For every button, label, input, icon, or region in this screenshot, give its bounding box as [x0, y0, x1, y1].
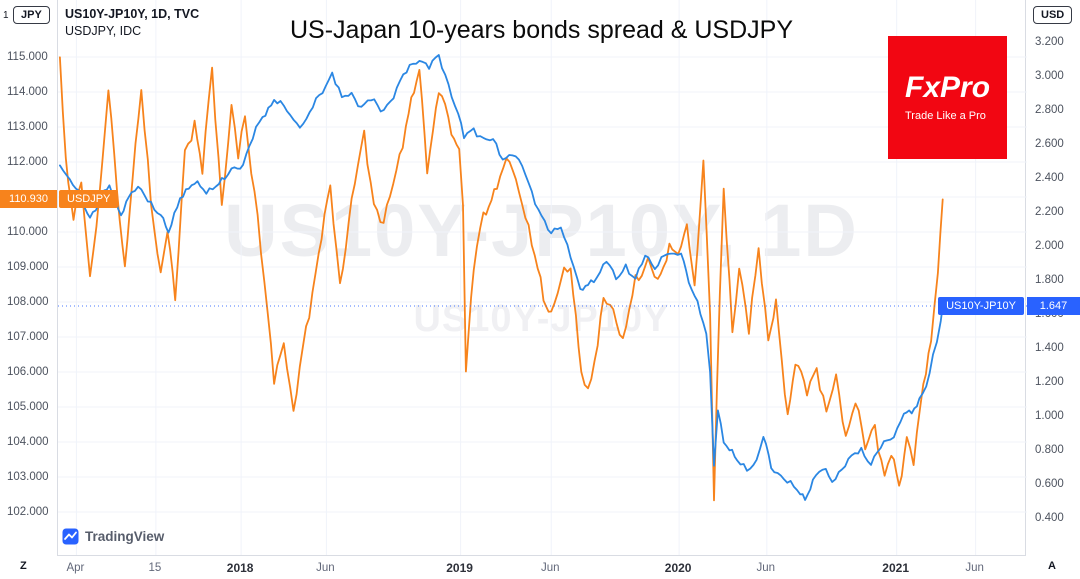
- fxpro-logo: FxPro Trade Like a Pro: [888, 36, 1007, 159]
- time-axis-tick: Jun: [316, 561, 335, 574]
- right-axis-tick: 0.800: [1035, 444, 1064, 456]
- right-axis-tick: 2.400: [1035, 172, 1064, 184]
- right-axis-tick: 1.400: [1035, 342, 1064, 354]
- price-series-canvas[interactable]: [58, 0, 1027, 555]
- plot-area[interactable]: [57, 0, 1027, 555]
- left-axis-tick: 109.000: [7, 261, 49, 273]
- chart-watermark-symbol-small: US10Y-JP10Y: [413, 298, 670, 340]
- chart-title: US-Japan 10-years bonds spread & USDJPY: [289, 16, 794, 44]
- fxpro-brand-text: FxPro: [905, 71, 991, 104]
- tradingview-attribution[interactable]: TradingView: [62, 528, 164, 545]
- right-axis-tick: 3.200: [1035, 36, 1064, 48]
- left-axis-tick: 110.000: [7, 226, 48, 238]
- time-axis-tick: Jun: [540, 561, 560, 574]
- series-line-usdjpy[interactable]: [59, 56, 944, 502]
- time-axis-tick: 2020: [664, 560, 692, 575]
- tradingview-icon: [62, 528, 79, 545]
- left-axis-tick: 113.000: [7, 121, 48, 133]
- right-price-axis[interactable]: 3.200 3.000 2.800 2.600 2.400 2.200 2.000 1.800…: [1027, 0, 1080, 555]
- series-line-us10y-jp10y[interactable]: [59, 54, 944, 501]
- time-axis-tick: 2018: [226, 560, 254, 575]
- right-axis-tick: 2.600: [1035, 138, 1064, 150]
- left-axis-tick: 107.000: [7, 331, 49, 343]
- auto-scale-button[interactable]: A: [1048, 560, 1056, 572]
- legend-overlay-symbol[interactable]: USDJPY, IDC: [65, 24, 142, 38]
- tradingview-label: TradingView: [85, 529, 165, 544]
- left-axis-tick: 114.000: [7, 86, 48, 98]
- time-axis-tick: 2021: [882, 560, 910, 575]
- left-axis-tick: 105.000: [7, 401, 49, 413]
- right-axis-currency-button[interactable]: USD: [1033, 6, 1073, 24]
- right-axis-tick: 0.400: [1035, 512, 1064, 524]
- left-axis-tick: 106.000: [7, 366, 49, 378]
- left-axis-tick: 108.000: [7, 296, 49, 308]
- left-axis-currency-button[interactable]: JPY: [13, 6, 50, 24]
- time-axis-tick: Apr: [66, 561, 85, 574]
- legend-main-symbol[interactable]: US10Y-JP10Y, 1D, TVC: [65, 7, 200, 21]
- left-price-axis[interactable]: 115.000114.000113.000112.000111.000110.0…: [0, 0, 57, 555]
- legend: US10Y-JP10Y, 1D, TVC USDJPY, IDC: [65, 7, 199, 38]
- scale-prefix: 1: [3, 10, 9, 21]
- usdjpy-series-tag: USDJPY: [59, 190, 119, 209]
- right-axis-tick: 1.200: [1035, 376, 1064, 388]
- left-axis-tick: 102.000: [7, 506, 49, 518]
- time-axis-tick: 15: [148, 561, 162, 574]
- left-axis-tick: 103.000: [7, 471, 49, 483]
- usdjpy-price-label: 110.930: [0, 190, 57, 209]
- right-axis-tick: 1.800: [1035, 274, 1064, 286]
- timezone-button[interactable]: Z: [20, 560, 27, 572]
- left-axis-tick: 104.000: [7, 436, 49, 448]
- right-axis-tick: 2.200: [1035, 206, 1064, 218]
- time-axis-tick: Jun: [965, 561, 984, 574]
- spread-series-tag: US10Y-JP10Y: [938, 297, 1024, 315]
- time-axis-tick: 2019: [446, 560, 473, 575]
- chart-watermark-symbol: US10Y-JP10Y, 1D: [224, 189, 859, 272]
- fxpro-tagline: Trade Like a Pro: [905, 110, 986, 122]
- right-axis-tick: 1.000: [1035, 410, 1064, 422]
- right-axis-tick: 0.600: [1035, 478, 1064, 490]
- right-axis-tick: 2.000: [1035, 240, 1064, 252]
- time-axis-tick: Jun: [756, 561, 776, 574]
- right-axis-tick: 2.800: [1035, 104, 1064, 116]
- spread-price-label: 1.647: [1027, 297, 1080, 315]
- time-axis[interactable]: Apr 15 2018 Jun 2019 Jun 2020 Jun 2021 Jun: [57, 555, 1026, 579]
- right-axis-tick: 3.000: [1035, 70, 1064, 82]
- left-axis-tick: 112.000: [7, 156, 48, 168]
- left-axis-tick: 115.000: [7, 51, 48, 63]
